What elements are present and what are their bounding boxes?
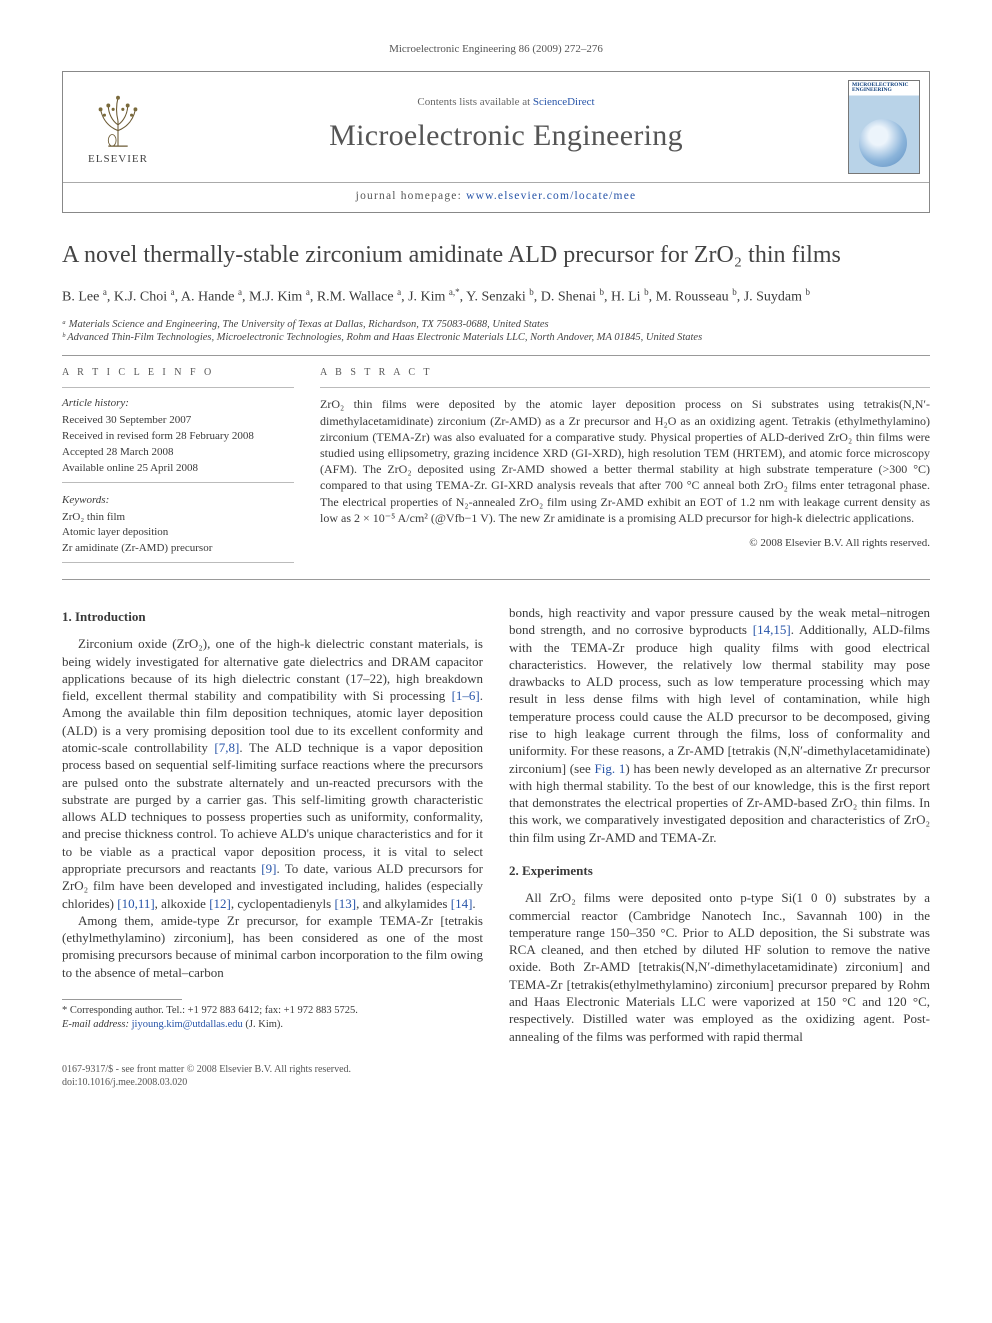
abs-rule	[320, 387, 930, 388]
history-line: Received 30 September 2007	[62, 413, 294, 428]
info-rule-3	[62, 562, 294, 563]
body-column-left: 1. Introduction Zirconium oxide (ZrO₂), …	[62, 604, 483, 1045]
history-line: Received in revised form 28 February 200…	[62, 429, 294, 444]
citation-link[interactable]: [14]	[451, 896, 473, 911]
rule-bottom	[62, 579, 930, 580]
email-suffix: (J. Kim).	[243, 1019, 283, 1030]
text-span: .	[472, 896, 475, 911]
availability-line: Contents lists available at ScienceDirec…	[177, 95, 835, 110]
journal-cover-thumb: MICROELECTRONIC ENGINEERING	[848, 80, 920, 174]
keyword-lines: ZrO₂ thin filmAtomic layer depositionZr …	[62, 510, 294, 557]
footnote-corr: * Corresponding author. Tel.: +1 972 883…	[62, 1004, 483, 1018]
figure-link[interactable]: Fig. 1	[595, 761, 626, 776]
intro-para-3: bonds, high reactivity and vapor pressur…	[509, 604, 930, 846]
cover-thumb-cell: MICROELECTRONIC ENGINEERING	[839, 72, 929, 182]
keywords-label: Keywords:	[62, 493, 294, 508]
abstract-text: ZrO₂ thin films were deposited by the at…	[320, 396, 930, 526]
running-head: Microelectronic Engineering 86 (2009) 27…	[62, 42, 930, 57]
rule-top	[62, 355, 930, 356]
publisher-logo-cell: ELSEVIER	[63, 80, 173, 173]
elsevier-tree-icon	[87, 88, 149, 150]
keyword-line: Zr amidinate (Zr-AMD) precursor	[62, 541, 294, 556]
text-span: . Additionally, ALD-films with the TEMA-…	[509, 622, 930, 775]
footer-front-matter: 0167-9317/$ - see front matter © 2008 El…	[62, 1063, 351, 1077]
citation-link[interactable]: [7,8]	[214, 740, 239, 755]
history-line: Accepted 28 March 2008	[62, 445, 294, 460]
affiliations: ᵃ Materials Science and Engineering, The…	[62, 318, 930, 345]
copyright-line: © 2008 Elsevier B.V. All rights reserved…	[320, 536, 930, 551]
article-info-column: A R T I C L E I N F O Article history: R…	[62, 366, 294, 571]
email-label: E-mail address:	[62, 1019, 132, 1030]
citation-link[interactable]: [10,11]	[117, 896, 154, 911]
footnote-email-line: E-mail address: jiyoung.kim@utdallas.edu…	[62, 1018, 483, 1032]
page-footer: 0167-9317/$ - see front matter © 2008 El…	[62, 1063, 930, 1090]
history-lines: Received 30 September 2007Received in re…	[62, 413, 294, 475]
keyword-line: Atomic layer deposition	[62, 525, 294, 540]
intro-para-1: Zirconium oxide (ZrO₂), one of the high-…	[62, 635, 483, 912]
text-span: Zirconium oxide (ZrO₂), one of the high-…	[62, 636, 483, 703]
homepage-label: journal homepage:	[356, 190, 466, 202]
cover-title: MICROELECTRONIC ENGINEERING	[852, 83, 916, 94]
body-column-right: bonds, high reactivity and vapor pressur…	[509, 604, 930, 1045]
citation-link[interactable]: [13]	[334, 896, 356, 911]
abstract-column: A B S T R A C T ZrO₂ thin films were dep…	[320, 366, 930, 571]
history-line: Available online 25 April 2008	[62, 461, 294, 476]
footnote-separator	[62, 999, 182, 1000]
footer-left: 0167-9317/$ - see front matter © 2008 El…	[62, 1063, 351, 1090]
history-label: Article history:	[62, 396, 294, 411]
info-rule-1	[62, 387, 294, 388]
header-center: Contents lists available at ScienceDirec…	[173, 85, 839, 168]
avail-prefix: Contents lists available at	[417, 96, 532, 108]
text-span: . The ALD technique is a vapor depositio…	[62, 740, 483, 876]
homepage-url[interactable]: www.elsevier.com/locate/mee	[466, 190, 636, 202]
text-span: , cyclopentadienyls	[231, 896, 335, 911]
citation-link[interactable]: [9]	[261, 861, 276, 876]
section-head-intro: 1. Introduction	[62, 608, 483, 625]
citation-link[interactable]: [1–6]	[452, 688, 480, 703]
article-info-head: A R T I C L E I N F O	[62, 366, 294, 380]
info-abstract-row: A R T I C L E I N F O Article history: R…	[62, 366, 930, 571]
text-span: , alkoxide	[155, 896, 210, 911]
body-columns: 1. Introduction Zirconium oxide (ZrO₂), …	[62, 604, 930, 1045]
article-title: A novel thermally-stable zirconium amidi…	[62, 239, 930, 271]
sciencedirect-link[interactable]: ScienceDirect	[533, 96, 595, 108]
citation-link[interactable]: [14,15]	[753, 622, 791, 637]
journal-title: Microelectronic Engineering	[177, 116, 835, 157]
info-rule-2	[62, 482, 294, 483]
intro-para-2: Among them, amide-type Zr precursor, for…	[62, 912, 483, 981]
exp-para-1: All ZrO₂ films were deposited onto p-typ…	[509, 889, 930, 1045]
abstract-head: A B S T R A C T	[320, 366, 930, 380]
corresponding-footnote: * Corresponding author. Tel.: +1 972 883…	[62, 1004, 483, 1031]
publisher-label: ELSEVIER	[88, 152, 148, 167]
affiliation-line: ᵇ Advanced Thin-Film Technologies, Micro…	[62, 331, 930, 345]
page-root: Microelectronic Engineering 86 (2009) 27…	[0, 0, 992, 1130]
cover-graphic-icon	[859, 119, 907, 167]
affiliation-line: ᵃ Materials Science and Engineering, The…	[62, 318, 930, 332]
footer-doi: doi:10.1016/j.mee.2008.03.020	[62, 1076, 351, 1090]
section-head-experiments: 2. Experiments	[509, 862, 930, 879]
keyword-line: ZrO₂ thin film	[62, 510, 294, 525]
author-list: B. Lee a, K.J. Choi a, A. Hande a, M.J. …	[62, 286, 930, 308]
homepage-bar: journal homepage: www.elsevier.com/locat…	[63, 183, 929, 213]
email-link[interactable]: jiyoung.kim@utdallas.edu	[132, 1019, 243, 1030]
text-span: , and alkylamides	[356, 896, 451, 911]
journal-header-box: ELSEVIER Contents lists available at Sci…	[62, 71, 930, 214]
header-top-row: ELSEVIER Contents lists available at Sci…	[63, 72, 929, 183]
citation-link[interactable]: [12]	[209, 896, 231, 911]
